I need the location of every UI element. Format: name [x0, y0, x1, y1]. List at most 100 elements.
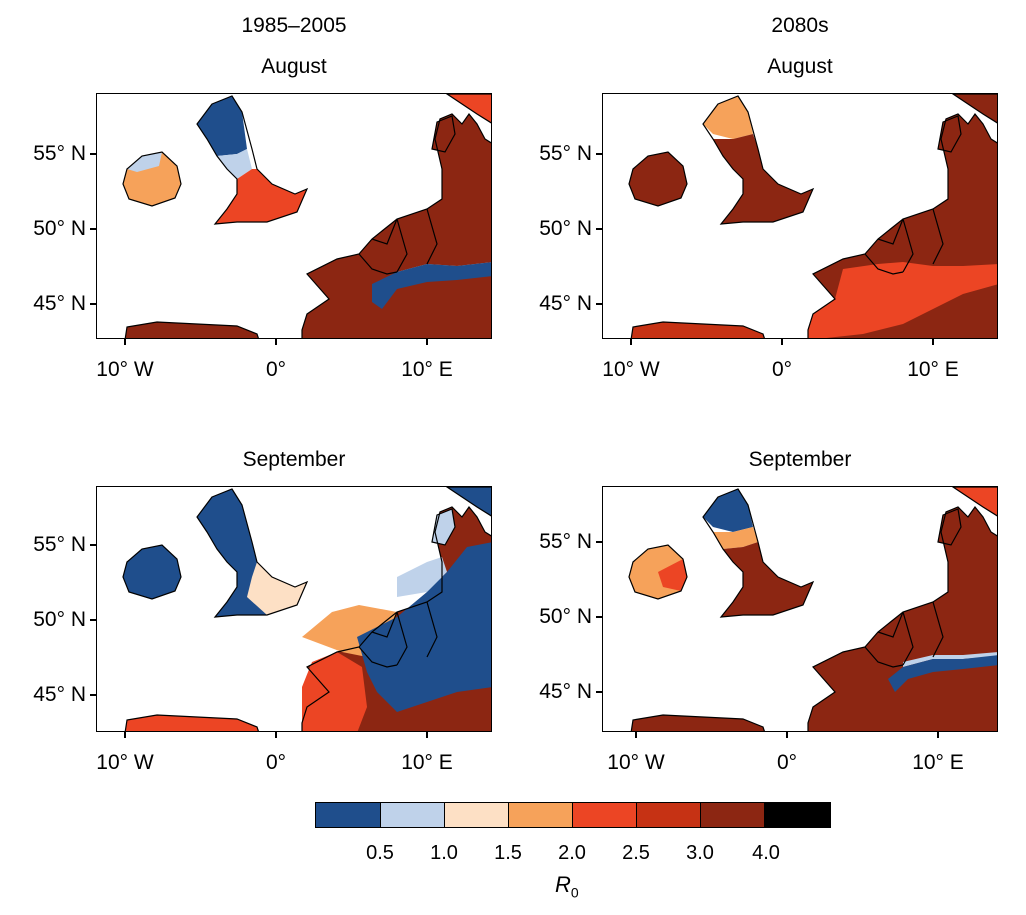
coastline — [630, 321, 765, 338]
coastline — [445, 487, 491, 517]
map-panel-hist-august — [96, 93, 492, 339]
lat-tick-label: 45° N — [33, 683, 86, 706]
denmark-region — [432, 509, 455, 545]
lat-tick-mark — [90, 694, 96, 696]
coastline — [301, 505, 491, 731]
lat-tick-label: 50° N — [33, 217, 86, 240]
climate-zone — [302, 652, 367, 731]
lat-tick-mark — [596, 303, 602, 305]
map-panel-hist-september — [96, 486, 492, 732]
lon-tick-mark — [630, 339, 632, 345]
coastline — [628, 151, 688, 207]
ireland-region — [123, 545, 181, 599]
lon-tick-mark — [932, 339, 934, 345]
great-britain-region — [217, 149, 252, 179]
coastline — [431, 508, 456, 546]
colorbar-segment — [381, 803, 445, 827]
map-hist-september — [122, 487, 491, 731]
great-britain-region — [713, 527, 758, 549]
great-britain-region — [703, 489, 753, 532]
coastline — [702, 488, 815, 618]
lat-tick-label: 45° N — [33, 292, 86, 315]
panel-title-hist-august: August — [261, 55, 327, 78]
coastline — [937, 508, 962, 546]
map-future-august — [628, 94, 997, 338]
colorbar-tick-label: 4.0 — [752, 842, 780, 864]
lat-tick-mark — [596, 691, 602, 693]
coastline — [630, 714, 765, 731]
coastline — [951, 94, 997, 124]
lon-tick-label: 10° W — [602, 358, 660, 381]
lon-tick-label: 10° W — [96, 751, 154, 774]
lat-tick-label: 55° N — [33, 533, 86, 556]
continental-europe-region — [808, 507, 997, 731]
coastline — [196, 95, 309, 225]
lon-tick-mark — [781, 339, 783, 345]
column-title-future: 2080s — [771, 14, 829, 37]
coastline — [122, 151, 182, 207]
lon-tick-mark — [426, 732, 428, 738]
coastline — [124, 321, 259, 338]
colorbar-segment — [445, 803, 509, 827]
map-future-september — [628, 487, 997, 731]
great-britain-region — [721, 542, 813, 617]
lon-tick-mark — [937, 732, 939, 738]
lon-tick-mark — [124, 339, 126, 345]
lon-tick-label: 10° E — [907, 358, 959, 381]
lat-tick-mark — [90, 544, 96, 546]
coastline — [628, 544, 688, 600]
lat-tick-label: 55° N — [539, 142, 592, 165]
lon-tick-mark — [786, 732, 788, 738]
country-border — [358, 208, 438, 275]
lon-tick-label: 10° E — [401, 358, 453, 381]
coastline — [807, 112, 997, 338]
colorbar-segment — [509, 803, 573, 827]
lat-tick-mark — [596, 616, 602, 618]
continental-europe-region — [302, 114, 491, 338]
ireland-region — [629, 152, 687, 206]
great-britain-region — [215, 169, 307, 224]
lat-tick-label: 45° N — [539, 680, 592, 703]
lon-tick-mark — [275, 732, 277, 738]
alps-region — [808, 262, 997, 338]
great-britain-region — [197, 96, 247, 156]
lon-tick-mark — [426, 339, 428, 345]
colorbar-tick-label: 1.5 — [494, 842, 522, 864]
lon-tick-mark — [275, 339, 277, 345]
colorbar-tick-label: 2.0 — [558, 842, 586, 864]
lon-tick-label: 10° W — [96, 358, 154, 381]
country-border — [864, 601, 944, 668]
lat-tick-mark — [596, 541, 602, 543]
lon-tick-label: 10° W — [607, 751, 665, 774]
panel-title-hist-september: September — [242, 448, 346, 471]
colorbar-segment — [573, 803, 637, 827]
climate-zone — [397, 557, 447, 597]
lat-tick-label: 50° N — [539, 605, 592, 628]
country-border — [358, 601, 438, 668]
alps-region — [372, 262, 491, 309]
colorbar-tick-label: 2.5 — [622, 842, 650, 864]
alps-region — [357, 542, 491, 712]
denmark-region — [938, 509, 961, 545]
lat-tick-mark — [596, 153, 602, 155]
panel-title-future-august: August — [767, 55, 833, 78]
lat-tick-mark — [90, 153, 96, 155]
coastline — [196, 488, 309, 618]
denmark-region — [938, 116, 961, 152]
coastline — [124, 714, 259, 731]
ireland-region — [658, 559, 687, 591]
lat-tick-mark — [90, 228, 96, 230]
great-britain-region — [703, 96, 753, 139]
lon-tick-mark — [635, 732, 637, 738]
column-title-historical: 1985–2005 — [241, 14, 347, 37]
lat-tick-mark — [596, 228, 602, 230]
colorbar-title: R0 — [555, 872, 579, 901]
lon-tick-label: 0° — [265, 358, 287, 381]
coastline — [445, 94, 491, 124]
colorbar-tick-label: 1.0 — [430, 842, 458, 864]
colorbar-tick-label: 0.5 — [366, 842, 394, 864]
lat-tick-mark — [90, 303, 96, 305]
lat-tick-mark — [90, 619, 96, 621]
colorbar — [315, 802, 831, 828]
alps-region — [888, 655, 997, 692]
